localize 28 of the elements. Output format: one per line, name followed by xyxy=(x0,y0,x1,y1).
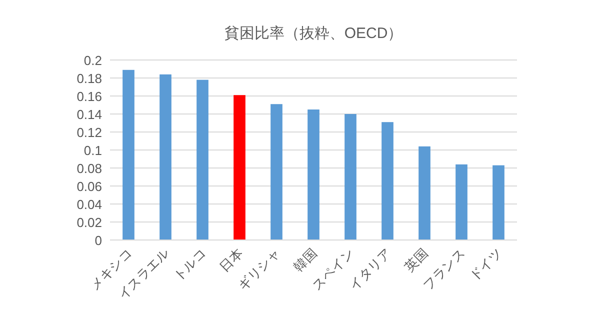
bar xyxy=(344,114,356,240)
y-tick-label: 0.16 xyxy=(76,89,102,104)
bar xyxy=(456,164,468,240)
bar xyxy=(122,70,134,240)
y-tick-label: 0.1 xyxy=(84,143,102,158)
bar xyxy=(308,110,320,240)
bar xyxy=(382,122,394,240)
bar xyxy=(196,80,208,240)
x-tick-label: トルコ xyxy=(170,246,209,284)
bar xyxy=(270,104,282,240)
y-tick-label: 0.14 xyxy=(76,107,102,122)
y-tick-label: 0.18 xyxy=(76,71,102,86)
y-tick-label: 0.06 xyxy=(76,179,102,194)
x-tick-label: 英国 xyxy=(402,246,431,275)
y-tick-label: 0.02 xyxy=(76,215,102,230)
bar xyxy=(492,165,504,240)
y-tick-label: 0.12 xyxy=(76,125,102,140)
x-tick-label: 日本 xyxy=(216,246,246,275)
bar xyxy=(234,95,246,240)
x-tick-label: ドイツ xyxy=(466,246,505,284)
bar xyxy=(160,74,172,240)
y-tick-label: 0.04 xyxy=(76,197,102,212)
y-tick-label: 0 xyxy=(94,233,102,248)
bar xyxy=(418,146,430,240)
y-tick-label: 0.2 xyxy=(84,53,102,68)
x-tick-label: 韓国 xyxy=(290,246,320,275)
y-tick-label: 0.08 xyxy=(76,161,102,176)
chart-title: 貧困比率（抜粋、OECD） xyxy=(224,25,403,42)
